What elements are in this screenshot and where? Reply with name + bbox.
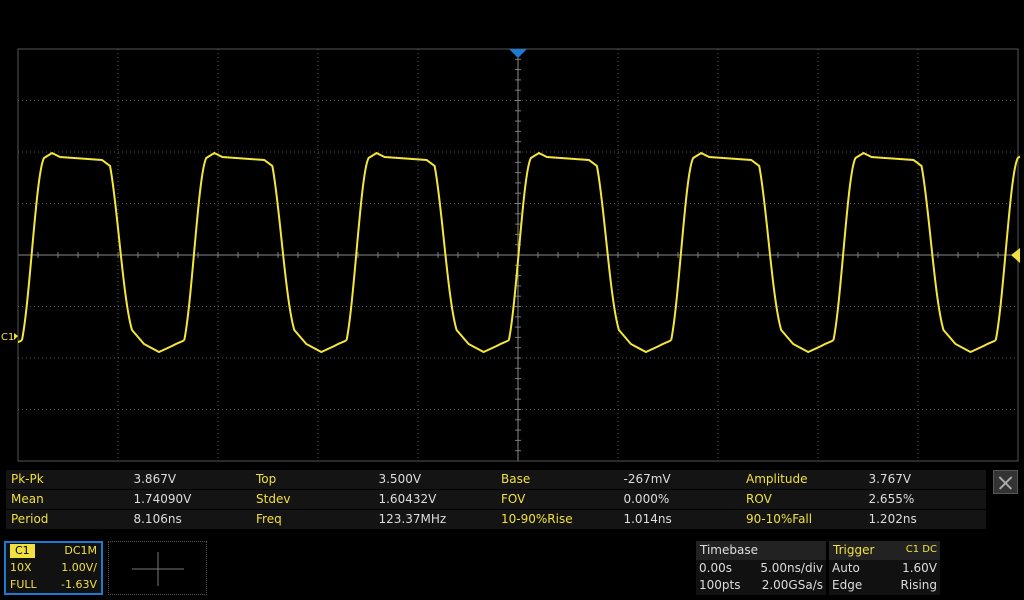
measurement-label: Stdev bbox=[256, 492, 291, 506]
points: 100pts bbox=[699, 578, 741, 592]
measurement-label: Amplitude bbox=[746, 472, 808, 486]
timebase-box[interactable]: Timebase 0.00s 5.00ns/div 100pts 2.00GSa… bbox=[696, 541, 826, 595]
timebase-body bbox=[696, 560, 826, 595]
measurement-label: Base bbox=[501, 472, 531, 486]
offset: -1.63V bbox=[61, 578, 97, 591]
channel-offset-marker bbox=[14, 333, 18, 340]
measurement-label: Top bbox=[256, 472, 277, 486]
measurement-value: 3.767V bbox=[868, 472, 912, 486]
measurement-value: 123.37MHz bbox=[378, 512, 447, 526]
measurement-label: Freq bbox=[256, 512, 282, 526]
measurement-value: -267mV bbox=[623, 472, 671, 486]
sample-rate: 2.00GSa/s bbox=[761, 578, 823, 592]
trace-label: C1 bbox=[1, 332, 14, 343]
measurement-label: FOV bbox=[501, 492, 526, 506]
trigger-level: 1.60V bbox=[902, 561, 937, 575]
measurement-value: 8.106ns bbox=[133, 512, 182, 526]
trigger-slope: Rising bbox=[900, 578, 937, 592]
measurement-value: 1.014ns bbox=[623, 512, 672, 526]
coupling: DC1M bbox=[64, 544, 97, 557]
trigger-title: Trigger bbox=[833, 543, 875, 557]
measurement-row: Pk-Pk 3.867V Top 3.500V Base -267mV Amplitude 3… bbox=[6, 470, 986, 490]
measurement-panel: Pk-Pk 3.867V Top 3.500V Base -267mV Amplitude 3… bbox=[6, 470, 986, 530]
trigger-mode: Auto bbox=[832, 561, 860, 575]
empty-slot[interactable] bbox=[108, 541, 207, 595]
measurement-value: 1.60432V bbox=[378, 492, 437, 506]
delay: 0.00s bbox=[699, 561, 732, 575]
probe: 10X bbox=[10, 561, 32, 574]
timebase-title: Timebase bbox=[700, 543, 758, 557]
trigger-type: Edge bbox=[832, 578, 863, 592]
measurement-label: Period bbox=[11, 512, 49, 526]
measurement-label: Mean bbox=[11, 492, 44, 506]
measurement-value: 3.867V bbox=[133, 472, 177, 486]
trigger-source: C1 DC bbox=[905, 544, 937, 555]
measurement-value: 0.000% bbox=[623, 492, 670, 506]
trigger-box[interactable]: Trigger C1 DC Auto 1.60V Edge Rising bbox=[829, 541, 940, 595]
crosshair-icon bbox=[132, 552, 184, 586]
measurement-label: ROV bbox=[746, 492, 772, 506]
close-button[interactable] bbox=[993, 470, 1018, 494]
scale: 1.00V/ bbox=[61, 561, 97, 574]
measurement-row: Mean 1.74090V Stdev 1.60432V FOV 0.000% ROV 2.6… bbox=[6, 490, 986, 510]
time-scale: 5.00ns/div bbox=[760, 561, 823, 575]
channel-box[interactable]: C1 DC1M 10X 1.00V/ FULL -1.63V bbox=[4, 541, 103, 595]
trigger-level-marker bbox=[1011, 248, 1020, 263]
measurement-label: 10-90%Rise bbox=[501, 512, 573, 526]
waveform-trace bbox=[18, 151, 1020, 354]
measurement-value: 3.500V bbox=[378, 472, 422, 486]
channel-name: C1 bbox=[10, 544, 35, 558]
measurement-label: Pk-Pk bbox=[11, 472, 44, 486]
measurement-row: Period 8.106ns Freq 123.37MHz 10-90%Rise 1.01… bbox=[6, 510, 986, 530]
trigger-position-marker bbox=[509, 49, 527, 58]
trigger-body bbox=[829, 560, 940, 595]
measurement-value: 1.202ns bbox=[868, 512, 917, 526]
bandwidth: FULL bbox=[10, 578, 37, 591]
measurement-label: 90-10%Fall bbox=[746, 512, 813, 526]
measurement-value: 2.655% bbox=[868, 492, 915, 506]
waveform-display: C1 bbox=[1, 48, 1020, 462]
measurement-value: 1.74090V bbox=[133, 492, 192, 506]
